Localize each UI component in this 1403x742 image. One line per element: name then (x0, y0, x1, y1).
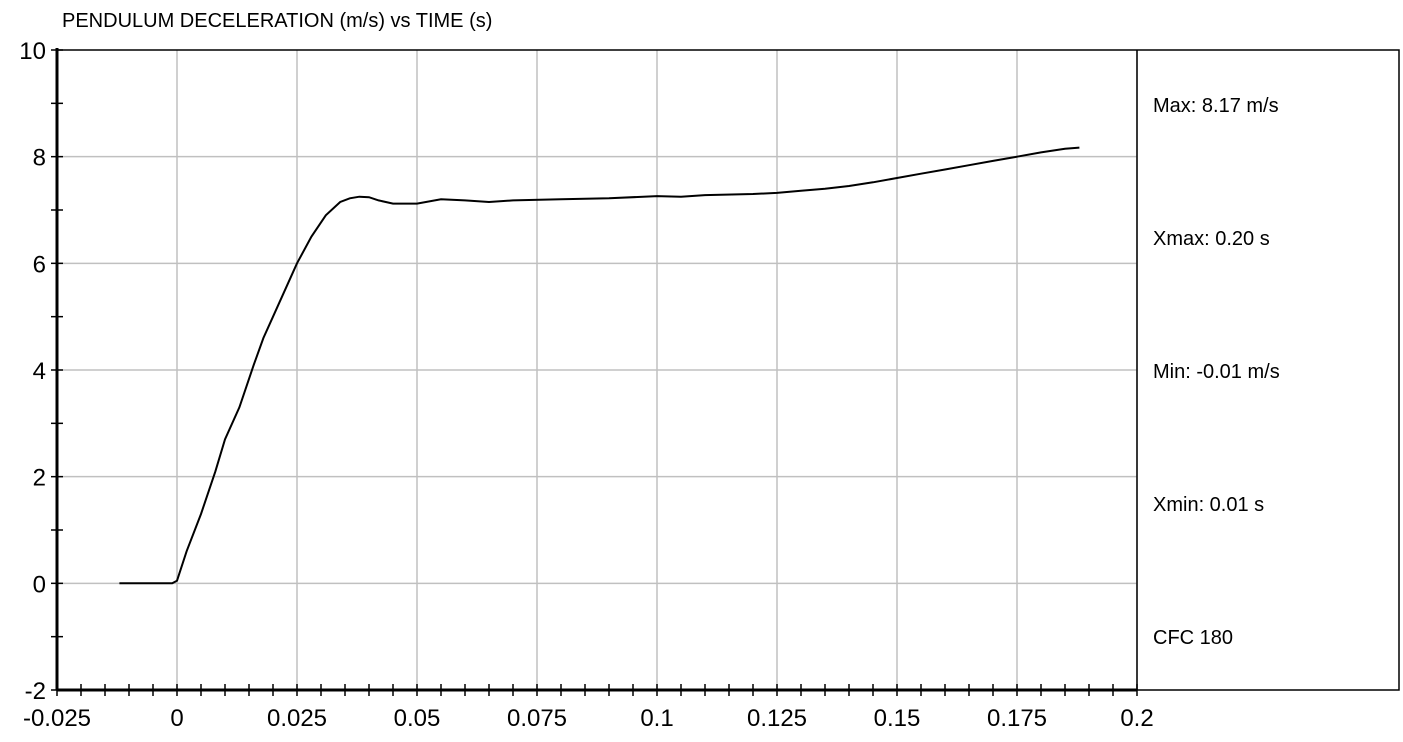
x-tick-label: 0.175 (987, 705, 1047, 732)
axis-ticks (51, 49, 1138, 696)
chart-title: PENDULUM DECELERATION (m/s) vs TIME (s) (62, 10, 492, 32)
y-tick-label: -2 (25, 678, 46, 705)
x-tick-label: 0.025 (267, 705, 327, 732)
stat-label: Min: -0.01 m/s (1153, 361, 1280, 383)
y-tick-labels: -2 0 2 4 6 8 10 (19, 38, 46, 705)
y-tick-label: 6 (33, 251, 46, 278)
stats-panel: Max: 8.17 m/s Xmax: 0.20 s Min: -0.01 m/s X… (1153, 95, 1280, 649)
stat-label: Xmin: 0.01 s (1153, 494, 1264, 516)
stat-label: Xmax: 0.20 s (1153, 228, 1270, 250)
series-group (119, 146, 1080, 585)
x-tick-label: 0.05 (394, 705, 441, 732)
stat-label: Max: 8.17 m/s (1153, 95, 1279, 117)
x-tick-label: 0 (170, 705, 183, 732)
y-tick-label: 0 (33, 571, 46, 598)
x-tick-label: 0.125 (747, 705, 807, 732)
y-tick-label: 8 (33, 145, 46, 172)
stat-label: CFC 180 (1153, 627, 1233, 649)
x-tick-labels: -0.025 0 0.025 0.05 0.075 0.1 0.125 0.15 0.175 0.… (23, 705, 1154, 732)
series-line (119, 146, 1080, 585)
y-tick-label: 4 (33, 358, 46, 385)
x-tick-label: 0.1 (640, 705, 673, 732)
grid-lines (57, 50, 1138, 690)
x-tick-label: 0.15 (874, 705, 921, 732)
x-tick-label: 0.2 (1120, 705, 1153, 732)
y-tick-label: 10 (19, 38, 46, 65)
y-tick-label: 2 (33, 465, 46, 492)
x-tick-label: -0.025 (23, 705, 91, 732)
x-tick-label: 0.075 (507, 705, 567, 732)
